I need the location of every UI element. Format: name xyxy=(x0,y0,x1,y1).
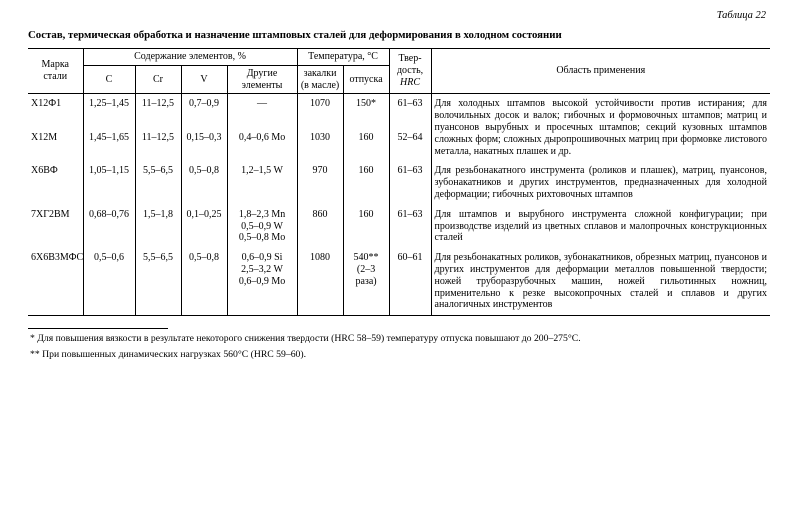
table-row: Х12Ф11,25–1,4511–12,50,7–0,9—1070150*61–… xyxy=(28,94,770,128)
th-grade: Марка стали xyxy=(28,48,83,93)
cell-hrc: 60–61 xyxy=(389,248,431,315)
table-row: 7ХГ2ВМ0,68–0,761,5–1,80,1–0,251,8–2,3 Mn… xyxy=(28,205,770,248)
cell-grade: 6Х6В3МФС xyxy=(28,248,83,315)
cell-temper: 160 xyxy=(343,161,389,204)
th-quench: закалки (в масле) xyxy=(297,65,343,94)
cell-grade: Х12М xyxy=(28,128,83,161)
th-temper: отпуска xyxy=(343,65,389,94)
cell-temper: 540**(2–3 раза) xyxy=(343,248,389,315)
cell-v: 0,7–0,9 xyxy=(181,94,227,128)
table-row: Х6ВФ1,05–1,155,5–6,50,5–0,81,2–1,5 W9701… xyxy=(28,161,770,204)
cell-c: 0,68–0,76 xyxy=(83,205,135,248)
cell-cr: 5,5–6,5 xyxy=(135,248,181,315)
cell-v: 0,15–0,3 xyxy=(181,128,227,161)
cell-other: 1,8–2,3 Mn0,5–0,9 W0,5–0,8 Mo xyxy=(227,205,297,248)
th-hardness: Твер-дость, HRC xyxy=(389,48,431,93)
th-v: V xyxy=(181,65,227,94)
cell-temper: 150* xyxy=(343,94,389,128)
th-elements-group: Содержание элементов, % xyxy=(83,48,297,65)
table-body: Х12Ф11,25–1,4511–12,50,7–0,9—1070150*61–… xyxy=(28,94,770,316)
th-hardness-top: Твер-дость, xyxy=(397,53,423,76)
cell-grade: Х12Ф1 xyxy=(28,94,83,128)
cell-application: Для штампов и вырубного инструмента слож… xyxy=(431,205,770,248)
th-temp-group: Температура, °C xyxy=(297,48,389,65)
cell-grade: 7ХГ2ВМ xyxy=(28,205,83,248)
th-c: C xyxy=(83,65,135,94)
cell-application: Для резьбонакатного инструмента (роликов… xyxy=(431,161,770,204)
cell-c: 1,25–1,45 xyxy=(83,94,135,128)
cell-application: Для холодных штампов высокой устойчивост… xyxy=(431,94,770,161)
table-row: 6Х6В3МФС0,5–0,65,5–6,50,5–0,80,6–0,9 Si2… xyxy=(28,248,770,315)
cell-hrc: 61–63 xyxy=(389,205,431,248)
th-application: Область применения xyxy=(431,48,770,93)
cell-application: Для резьбонакатных роликов, зубонакатник… xyxy=(431,248,770,315)
th-hardness-bot: HRC xyxy=(400,77,420,88)
cell-c: 1,45–1,65 xyxy=(83,128,135,161)
th-other: Другие элементы xyxy=(227,65,297,94)
cell-other: 0,6–0,9 Si2,5–3,2 W0,6–0,9 Mo xyxy=(227,248,297,315)
cell-other: 1,2–1,5 W xyxy=(227,161,297,204)
table-head: Марка стали Содержание элементов, % Темп… xyxy=(28,48,770,93)
cell-v: 0,5–0,8 xyxy=(181,161,227,204)
cell-cr: 11–12,5 xyxy=(135,94,181,128)
footnote-rule xyxy=(28,328,168,329)
cell-other: — xyxy=(227,94,297,128)
cell-quench: 970 xyxy=(297,161,343,204)
cell-quench: 1080 xyxy=(297,248,343,315)
cell-quench: 1030 xyxy=(297,128,343,161)
cell-quench: 860 xyxy=(297,205,343,248)
footnote-1: * Для повышения вязкости в результате не… xyxy=(28,333,770,345)
cell-quench: 1070 xyxy=(297,94,343,128)
cell-cr: 5,5–6,5 xyxy=(135,161,181,204)
cell-hrc: 61–63 xyxy=(389,94,431,128)
cell-c: 1,05–1,15 xyxy=(83,161,135,204)
cell-hrc: 61–63 xyxy=(389,161,431,204)
cell-other: 0,4–0,6 Mo xyxy=(227,128,297,161)
footnote-2: ** При повышенных динамических нагрузках… xyxy=(28,349,770,361)
cell-cr: 11–12,5 xyxy=(135,128,181,161)
cell-grade: Х6ВФ xyxy=(28,161,83,204)
cell-temper: 160 xyxy=(343,128,389,161)
cell-cr: 1,5–1,8 xyxy=(135,205,181,248)
cell-hrc: 52–64 xyxy=(389,128,431,161)
cell-v: 0,5–0,8 xyxy=(181,248,227,315)
steel-table: Марка стали Содержание элементов, % Темп… xyxy=(28,48,770,316)
th-cr: Cr xyxy=(135,65,181,94)
cell-c: 0,5–0,6 xyxy=(83,248,135,315)
table-number: Таблица 22 xyxy=(28,10,770,23)
table-caption: Состав, термическая обработка и назначен… xyxy=(28,29,770,42)
cell-temper: 160 xyxy=(343,205,389,248)
cell-v: 0,1–0,25 xyxy=(181,205,227,248)
